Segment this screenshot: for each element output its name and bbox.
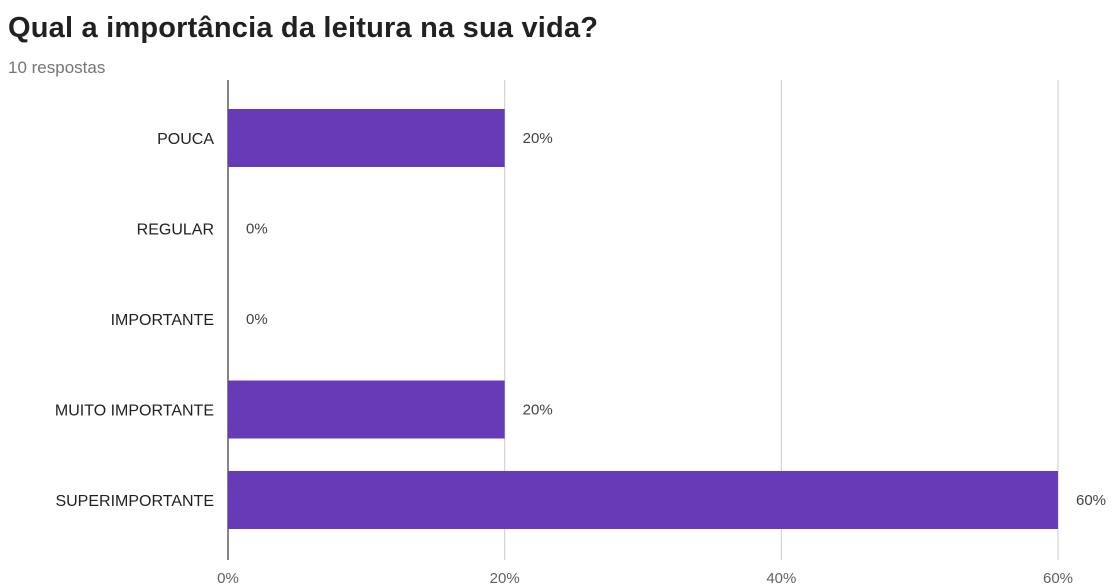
chart-title: Qual a importância da leitura na sua vid… <box>8 12 599 44</box>
value-label: 20% <box>523 402 553 419</box>
x-tick-label: 40% <box>766 570 796 585</box>
response-count: 10 respostas <box>8 58 106 77</box>
category-label: REGULAR <box>137 222 214 239</box>
value-label: 0% <box>246 221 268 238</box>
bar <box>228 380 505 439</box>
category-label: SUPERIMPORTANTE <box>55 493 214 510</box>
x-tick-label: 0% <box>217 570 239 585</box>
bar <box>228 109 505 167</box>
category-label: POUCA <box>157 131 214 148</box>
value-label: 60% <box>1076 492 1106 509</box>
category-label: IMPORTANTE <box>111 312 214 329</box>
category-label: MUITO IMPORTANTE <box>55 403 214 420</box>
value-label: 0% <box>246 311 268 328</box>
bar <box>228 471 1058 529</box>
value-label: 20% <box>523 130 553 147</box>
x-tick-label: 20% <box>490 570 520 585</box>
x-tick-label: 60% <box>1043 570 1073 585</box>
